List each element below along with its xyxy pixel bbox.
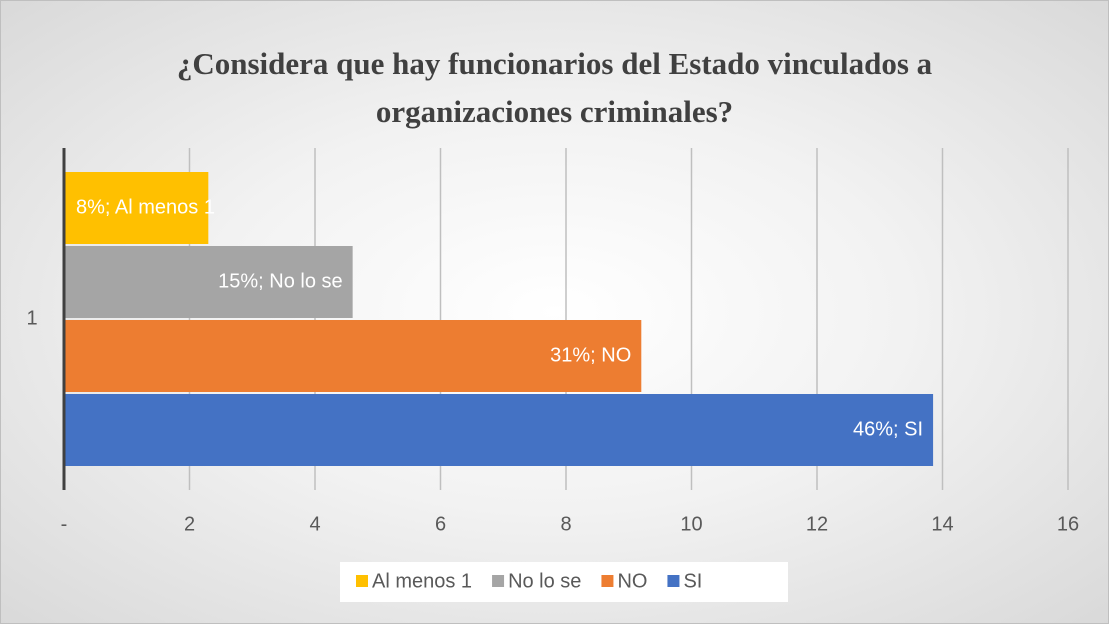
x-tick-label: 10	[680, 513, 702, 535]
data-label: 31%; NO	[550, 344, 631, 366]
x-tick-label: -	[61, 513, 68, 535]
legend-box	[340, 562, 788, 602]
x-tick-label: 2	[184, 513, 195, 535]
x-tick-label: 6	[435, 513, 446, 535]
data-label: 8%; Al menos 1	[76, 196, 215, 218]
legend-label: SI	[683, 570, 702, 592]
legend-swatch	[356, 575, 368, 587]
legend-label: Al menos 1	[372, 570, 472, 592]
legend-swatch	[667, 575, 680, 587]
legend-swatch	[601, 575, 614, 587]
legend-label: No lo se	[508, 570, 581, 592]
bar	[64, 172, 209, 244]
legend-swatch	[492, 575, 505, 587]
data-label: 15%; No lo se	[218, 270, 343, 292]
bar	[64, 320, 642, 392]
x-tick-label: 14	[931, 513, 953, 535]
legend-label: NO	[617, 570, 647, 592]
bar	[64, 394, 934, 466]
x-tick-label: 12	[806, 513, 828, 535]
data-label: 46%; SI	[853, 418, 923, 440]
x-tick-label: 8	[560, 513, 571, 535]
bar	[64, 246, 353, 318]
chart-title: ¿Considera que hay funcionarios del Esta…	[176, 46, 933, 129]
y-tick-label: 1	[26, 307, 37, 329]
x-tick-label: 16	[1057, 513, 1079, 535]
x-tick-label: 4	[309, 513, 320, 535]
